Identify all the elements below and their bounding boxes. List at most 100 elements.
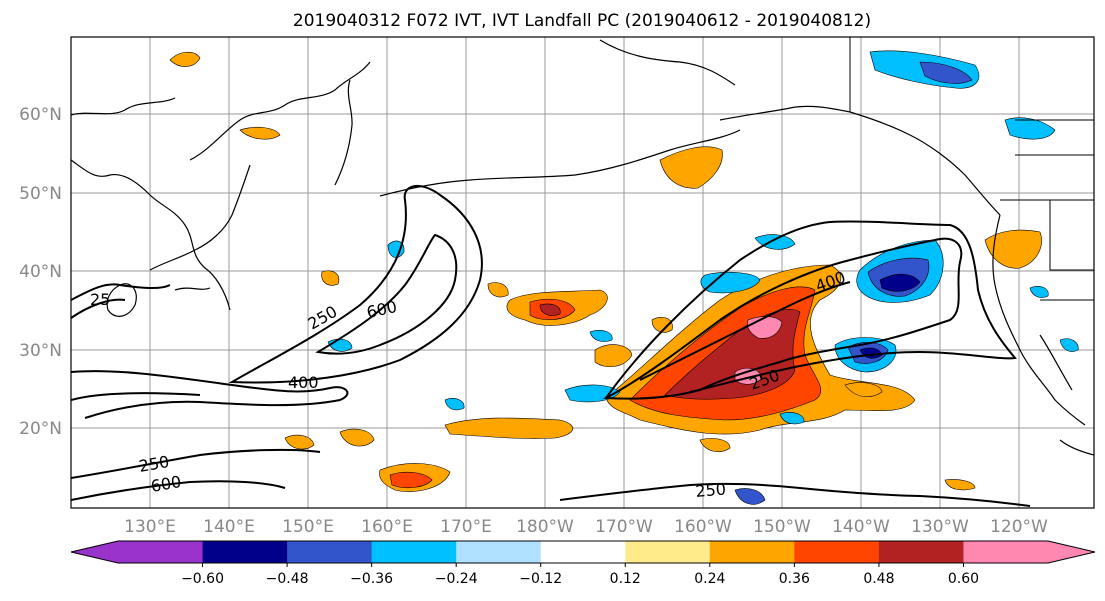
blob-155e-neg: [444, 398, 465, 411]
blob-canada-2-neg: [1029, 286, 1049, 298]
colorbar-swatch: [202, 541, 288, 563]
map-title: 2019040312 F072 IVT, IVT Landfall PC (20…: [293, 11, 871, 31]
contour-lines: [71, 185, 1031, 507]
contour-sw-600: [71, 480, 286, 501]
colorbar-tick-label: 0.60: [948, 571, 979, 587]
colorbar-swatch: [963, 541, 1049, 563]
lon-label: 160°E: [361, 517, 413, 537]
lat-label: 40°N: [19, 262, 62, 282]
lon-label: 170°W: [595, 517, 653, 537]
contour-label: 400: [288, 373, 319, 392]
map-content: [71, 37, 1094, 508]
lon-label: 130°E: [124, 517, 176, 537]
lon-label: 150°W: [753, 517, 811, 537]
blob-alaska-pos: [659, 146, 723, 189]
colorbar-tick-label: 0.36: [779, 571, 810, 587]
blob-165e-pos: [487, 282, 509, 298]
colorbar-swatch: [371, 541, 457, 563]
colorbar: [70, 540, 1096, 564]
contour-25: [71, 283, 171, 319]
colorbar-extend-high: [1048, 541, 1095, 563]
blob-175w-pos: [651, 317, 673, 333]
blob-us-pos: [984, 229, 1042, 269]
colorbar-swatch: [878, 541, 964, 563]
lon-label: 160°W: [674, 517, 732, 537]
colorbar-tick-label: −0.36: [350, 571, 393, 587]
lon-label: 140°W: [832, 517, 890, 537]
borders: [849, 37, 1094, 301]
blob-170e-pos: [321, 270, 340, 286]
blob-180w-dark: [539, 303, 561, 316]
lon-label: 180°W: [516, 517, 574, 537]
blob-cali-pos: [944, 479, 976, 491]
colorbar-tick-label: −0.12: [519, 571, 562, 587]
colorbar-swatch: [456, 541, 542, 563]
coast-kamchatka: [334, 79, 353, 186]
ivt-negative-fill: [327, 50, 1079, 505]
lon-label: 120°W: [990, 517, 1048, 537]
map-frame: [70, 36, 1095, 509]
colorbar-tick-label: 0.12: [610, 571, 641, 587]
blob-canada-neg: [1004, 117, 1056, 140]
blob-ne-pos: [169, 51, 201, 67]
contour-w-400: [71, 370, 349, 419]
blob-145w-pos: [699, 438, 731, 453]
lon-label: 130°W: [911, 517, 969, 537]
contour-main-250: [639, 281, 851, 381]
blob-ne-neg: [1059, 338, 1079, 352]
colorbar-swatch: [118, 541, 204, 563]
lon-label: 170°E: [440, 517, 492, 537]
contour-label: 25: [90, 290, 110, 309]
colorbar-tick-label: 0.48: [863, 571, 894, 587]
colorbar-tick-label: −0.24: [435, 571, 478, 587]
lat-label: 60°N: [19, 105, 62, 125]
coast-alaska: [599, 39, 1001, 216]
lat-label: 20°N: [19, 419, 62, 439]
contour-w-250: [71, 392, 201, 401]
coast-asia: [71, 61, 371, 311]
longitude-labels: 130°E 140°E 150°E 160°E 170°E 180°W 170°…: [124, 517, 1048, 537]
lat-label: 30°N: [19, 341, 62, 361]
contour-outer-250: [605, 220, 1017, 399]
blob-lowlat-red: [389, 471, 433, 489]
border-state-2: [1049, 200, 1094, 271]
contour-sw-250: [71, 448, 321, 479]
coast-aleutians: [379, 129, 741, 197]
lat-label: 50°N: [19, 184, 62, 204]
colorbar-swatch: [540, 541, 626, 563]
coast-na-west: [992, 214, 1086, 426]
colorbar-labels: −0.60 −0.48 −0.36 −0.24 −0.12 0.12 0.24 0.36 0.4…: [181, 563, 979, 587]
coastlines: [71, 39, 1094, 456]
blob-155w-lowlat-neg: [779, 412, 805, 425]
contour-main-400: [602, 237, 963, 400]
ivt-positive-fill: [169, 51, 1042, 492]
blob-160e-pos: [339, 428, 375, 447]
colorbar-tick-label: −0.48: [266, 571, 309, 587]
blob-alaska-neg-2: [919, 61, 973, 84]
contour-label: 250: [695, 479, 727, 501]
blob-158e-neg: [387, 240, 405, 258]
colorbar-tick-label: 0.24: [694, 571, 725, 587]
blob-175w-neg: [589, 330, 613, 342]
contour-nw-250: [228, 185, 483, 384]
blob-160w-neg: [700, 271, 761, 294]
blob-kamchatka-pos: [239, 126, 281, 140]
colorbar-swatch: [625, 541, 711, 563]
blob-140w-lowlat-neg: [734, 488, 766, 505]
lon-label: 150°E: [282, 517, 334, 537]
coast-japan: [149, 164, 251, 291]
blob-subtrop-pos: [444, 417, 573, 439]
colorbar-extend-low: [71, 541, 118, 563]
blob-140w-neg-3: [879, 273, 921, 292]
colorbar-swatch: [794, 541, 880, 563]
contour-s-250: [559, 482, 1031, 507]
coast-baja: [1039, 334, 1094, 456]
blob-150e-pos: [284, 434, 315, 450]
blob-160w-pos: [594, 344, 633, 368]
colorbar-tick-label: −0.60: [181, 571, 224, 587]
colorbar-swatch: [709, 541, 795, 563]
colorbar-outline: [70, 540, 1096, 564]
colorbar-swatch: [287, 541, 373, 563]
latitude-labels: 20°N 30°N 40°N 50°N 60°N: [19, 105, 62, 439]
